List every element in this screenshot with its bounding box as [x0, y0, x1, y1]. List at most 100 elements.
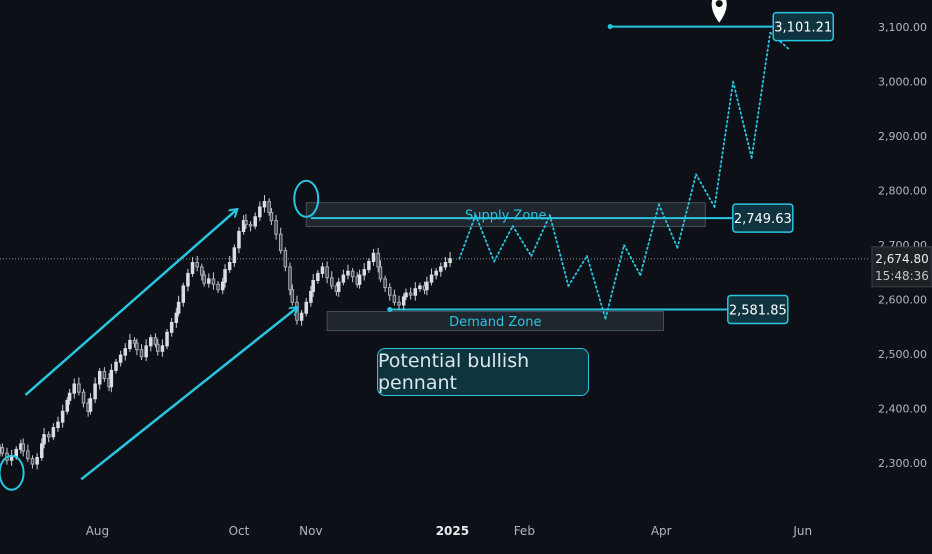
projected-path-segment	[586, 255, 607, 320]
candle	[165, 328, 169, 350]
candle-body	[9, 455, 14, 461]
candle	[174, 307, 179, 328]
candle	[316, 270, 320, 284]
candle	[325, 261, 329, 284]
x-tick-label: Aug	[86, 524, 109, 538]
candle-body	[288, 266, 292, 291]
demand-line-dot	[387, 306, 393, 312]
candle-body	[316, 272, 320, 282]
zone-label: Supply Zone	[465, 209, 547, 224]
supply-price-text: 2,749.63	[734, 212, 792, 227]
candle	[93, 377, 97, 404]
candle	[144, 339, 148, 362]
candle	[341, 269, 346, 286]
candle-body	[169, 321, 174, 333]
candle-body	[118, 354, 123, 363]
candle	[350, 267, 355, 283]
target-price-text: 3,101.21	[774, 21, 832, 36]
candle-body	[26, 450, 30, 460]
candle-body	[42, 434, 46, 445]
candle-body	[448, 258, 452, 264]
candle	[200, 263, 204, 281]
candle-body	[267, 201, 271, 213]
candle-body	[220, 281, 225, 291]
pattern-annotation[interactable]: Potential bullish pennant	[377, 348, 589, 396]
demand-price-box	[727, 294, 789, 325]
candle	[72, 378, 77, 399]
current-price-text: 2,674.80	[875, 252, 928, 266]
candle-body	[413, 288, 418, 296]
y-tick-label: 2,800.00	[878, 185, 927, 198]
candle-body	[60, 410, 65, 423]
y-tick-label: 2,400.00	[878, 403, 927, 416]
candle-body	[376, 252, 380, 268]
candle	[418, 282, 422, 292]
candle	[232, 244, 237, 267]
candle	[357, 269, 362, 289]
candle-body	[244, 220, 248, 225]
swing-low-highlight	[0, 454, 25, 491]
candle	[67, 388, 72, 405]
candle-body	[434, 270, 438, 276]
candle	[223, 264, 227, 288]
candle	[51, 423, 56, 441]
candle-body	[35, 457, 39, 465]
candle-body	[132, 339, 137, 344]
candle	[118, 350, 123, 367]
candle	[267, 198, 271, 216]
candle	[362, 263, 367, 281]
current-price-badge	[871, 246, 932, 288]
candle-body	[383, 278, 387, 289]
candle	[132, 337, 137, 348]
candle	[439, 262, 443, 277]
candle-body	[46, 434, 51, 438]
candle-body	[269, 211, 274, 222]
candle	[0, 443, 5, 457]
y-tick-label: 2,300.00	[878, 457, 927, 470]
candle	[65, 397, 70, 415]
candle	[295, 295, 299, 325]
location-pin-icon	[711, 0, 727, 23]
candle-body	[123, 348, 128, 356]
candle-body	[114, 361, 118, 371]
zone-label: Demand Zone	[449, 315, 541, 330]
candle	[244, 214, 248, 229]
candle	[216, 281, 220, 294]
candle-body	[295, 301, 299, 321]
candle-body	[387, 287, 392, 296]
y-tick-label: 2,900.00	[878, 130, 927, 143]
projected-path-segment	[604, 244, 625, 320]
projected-path-segment	[676, 173, 697, 249]
candle	[274, 215, 278, 240]
candle-body	[253, 216, 257, 227]
candle	[102, 367, 107, 382]
candle	[135, 338, 139, 356]
candle-body	[346, 270, 350, 276]
y-tick-label: 3,100.00	[878, 21, 927, 34]
candle	[109, 363, 114, 393]
candle	[290, 284, 295, 306]
candle-body	[418, 285, 422, 290]
candle	[392, 289, 397, 306]
candle	[378, 260, 383, 283]
candle-body	[93, 383, 97, 400]
y-tick-label: 2,600.00	[878, 294, 927, 307]
candle	[258, 201, 262, 222]
candle-body	[357, 274, 362, 285]
candle-body	[190, 262, 195, 274]
candle-body	[176, 301, 181, 314]
candle-body	[0, 447, 5, 454]
candle-body	[56, 421, 60, 429]
candle	[155, 338, 160, 356]
candle	[227, 256, 232, 273]
candle	[181, 282, 186, 307]
target-price-box	[772, 11, 834, 42]
candle-body	[65, 399, 70, 412]
candle-body	[232, 247, 237, 264]
candle-body	[325, 266, 329, 279]
candle	[176, 295, 181, 317]
swing-high-highlight	[293, 179, 320, 218]
zone-demand-zone	[326, 311, 665, 332]
